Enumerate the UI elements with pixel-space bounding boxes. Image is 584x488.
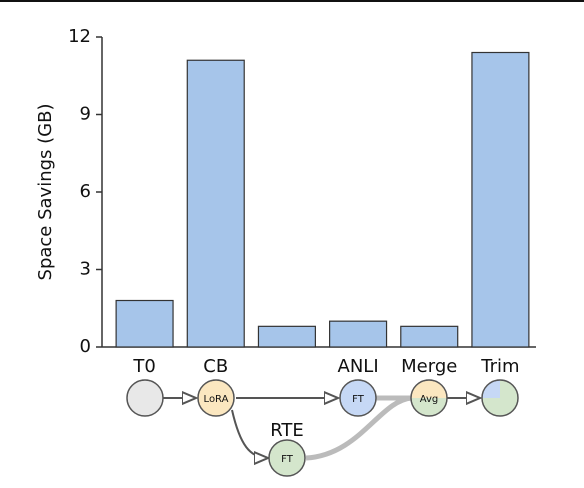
node — [126, 379, 164, 417]
y-tick-label: 3 — [80, 259, 91, 280]
x-tick-label: ANLI — [338, 356, 379, 377]
node-label: FT — [281, 454, 294, 465]
bar — [115, 299, 174, 348]
node-label: Avg — [420, 394, 439, 405]
node-label: LoRA — [204, 394, 229, 405]
x-tick-label: Merge — [401, 356, 457, 377]
y-tick-label: 12 — [68, 26, 91, 47]
y-axis-label: Space Savings (GB) — [35, 104, 56, 281]
node-part — [411, 398, 447, 416]
node — [339, 379, 377, 417]
node-part — [411, 380, 447, 398]
y-tick-label: 9 — [80, 104, 91, 125]
node — [268, 439, 306, 477]
bar — [329, 320, 388, 348]
merge-curve — [305, 395, 413, 461]
bar — [471, 51, 530, 348]
arrow — [231, 409, 268, 458]
x-tick-label: Trim — [480, 356, 519, 377]
bar — [257, 325, 316, 348]
bar — [400, 325, 459, 348]
x-tick-label: T0 — [132, 356, 155, 377]
node — [197, 379, 235, 417]
node — [410, 379, 448, 417]
bar — [186, 59, 245, 348]
side-label: RTE — [270, 420, 304, 441]
node-part — [482, 380, 500, 398]
x-tick-label: CB — [203, 356, 228, 377]
diagram: LoRA FT Avg FT RTE — [126, 379, 519, 477]
node-label: FT — [352, 394, 365, 405]
node — [481, 379, 519, 417]
y-tick-label: 0 — [80, 336, 91, 357]
y-tick-label: 6 — [80, 181, 91, 202]
